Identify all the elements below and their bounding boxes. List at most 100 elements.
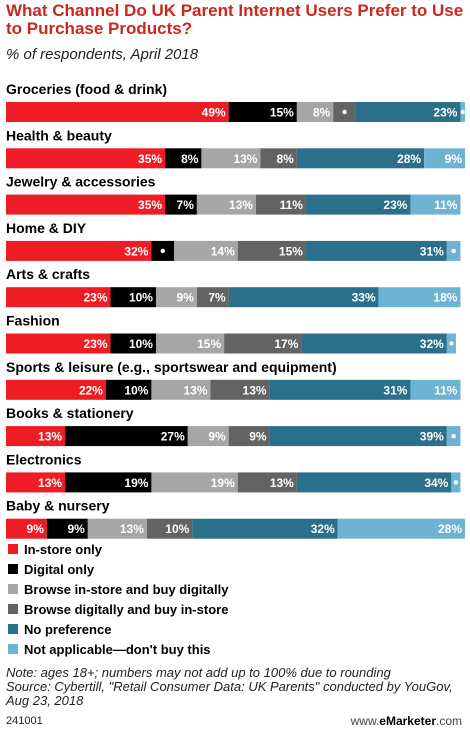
bar-segment: [228, 426, 270, 447]
bar-segment: [6, 102, 229, 122]
legend-label: Browse in-store and buy digitally: [24, 581, 229, 597]
data-label: 32%: [124, 244, 148, 258]
data-label: 28%: [397, 152, 421, 166]
data-label: 34%: [424, 476, 448, 490]
category-label: Sports & leisure (e.g., sportswear and e…: [6, 359, 337, 375]
bar-segment: [165, 148, 202, 169]
data-label: 11%: [434, 198, 458, 212]
data-label: 7%: [177, 198, 195, 212]
data-label: 9%: [27, 522, 45, 536]
small-value-dot: [453, 480, 459, 485]
bar-segment: [65, 472, 152, 493]
small-value-dot: [342, 109, 347, 115]
data-label: 23%: [433, 106, 457, 120]
bar-segment: [105, 379, 152, 400]
brand-logo[interactable]: www.eMarketer.com: [351, 714, 462, 728]
data-label: 13%: [233, 152, 257, 166]
data-label: 11%: [434, 383, 458, 397]
bar-segment: [110, 333, 156, 354]
small-value-dot: [160, 248, 165, 254]
bar-segment: [192, 518, 338, 539]
data-label: 13%: [229, 198, 253, 212]
legend-swatch: [8, 564, 18, 574]
bar-segment: [378, 287, 461, 308]
legend-swatch: [8, 624, 18, 634]
data-label: 13%: [243, 383, 267, 397]
data-label: 32%: [311, 522, 335, 536]
category-label: Arts & crafts: [6, 266, 90, 282]
data-label: 39%: [420, 430, 444, 444]
data-label: 9%: [249, 430, 267, 444]
category-label: Home & DIY: [6, 220, 87, 236]
bar-segment: [196, 287, 229, 308]
bar-segment: [6, 426, 66, 447]
data-label: 23%: [83, 291, 107, 305]
bar-segment: [237, 472, 297, 493]
bar-segment: [6, 379, 106, 400]
chart-legend: In-store only Digital only Browse in-store…: [8, 539, 228, 659]
bar-segment: [296, 148, 425, 169]
data-label: 35%: [138, 152, 162, 166]
data-label: 15%: [270, 106, 294, 120]
legend-item: Digital only: [8, 559, 228, 579]
data-label: 13%: [120, 522, 144, 536]
data-label: 8%: [181, 152, 199, 166]
bar-segment: [210, 379, 270, 400]
bar-segment: [224, 333, 302, 354]
bar-segment: [46, 518, 88, 539]
legend-label: In-store only: [24, 541, 103, 557]
data-label: 9%: [445, 152, 463, 166]
category-label: Jewelry & accessories: [6, 174, 156, 190]
bar-segment: [6, 194, 166, 215]
bar-segment: [228, 102, 297, 122]
data-label: 8%: [277, 152, 295, 166]
brand-name: eMarketer: [379, 714, 436, 728]
chart-title: What Channel Do UK Parent Internet Users…: [6, 1, 464, 38]
bar-segment: [151, 379, 211, 400]
data-label: 17%: [274, 337, 298, 351]
chart-id: 241001: [6, 715, 43, 727]
legend-item: Not applicable—don't buy this: [8, 639, 228, 659]
data-label: 31%: [420, 244, 444, 258]
data-label: 18%: [433, 291, 457, 305]
bar-segment: [6, 240, 152, 261]
data-label: 10%: [129, 337, 153, 351]
data-label: 15%: [279, 244, 303, 258]
data-label: 22%: [79, 383, 103, 397]
bar-segment: [6, 472, 66, 493]
category-label: Electronics: [6, 451, 82, 467]
legend-item: Browse digitally and buy in-store: [8, 599, 228, 619]
small-value-dot: [460, 109, 465, 115]
bar-segment: [87, 518, 147, 539]
data-label: 49%: [202, 106, 226, 120]
small-value-dot: [451, 433, 456, 439]
data-label: 7%: [208, 291, 226, 305]
bar-segment: [151, 472, 238, 493]
legend-swatch: [8, 584, 18, 594]
legend-swatch: [8, 604, 18, 614]
legend-swatch: [8, 644, 18, 654]
bar-segment: [237, 240, 306, 261]
data-label: 14%: [211, 244, 235, 258]
legend-label: No preference: [24, 621, 112, 637]
data-label: 9%: [177, 291, 195, 305]
legend-swatch: [8, 544, 18, 554]
data-label: 19%: [211, 476, 235, 490]
bar-segment: [65, 426, 188, 447]
bar-segment: [255, 194, 306, 215]
data-label: 15%: [197, 337, 221, 351]
bar-segment: [228, 287, 379, 308]
data-label: 13%: [38, 476, 62, 490]
bar-segment: [355, 102, 461, 122]
data-label: 13%: [183, 383, 207, 397]
bar-segment: [337, 518, 465, 539]
note-text: Note: ages 18+; numbers may not add up t…: [6, 665, 391, 680]
bar-segment: [269, 426, 447, 447]
data-label: 35%: [138, 198, 162, 212]
bar-segment: [410, 194, 461, 215]
data-label: 31%: [383, 383, 407, 397]
bar-segment: [110, 287, 156, 308]
legend-item: In-store only: [8, 539, 228, 559]
bar-segment: [6, 333, 111, 354]
bar-segment: [305, 194, 411, 215]
